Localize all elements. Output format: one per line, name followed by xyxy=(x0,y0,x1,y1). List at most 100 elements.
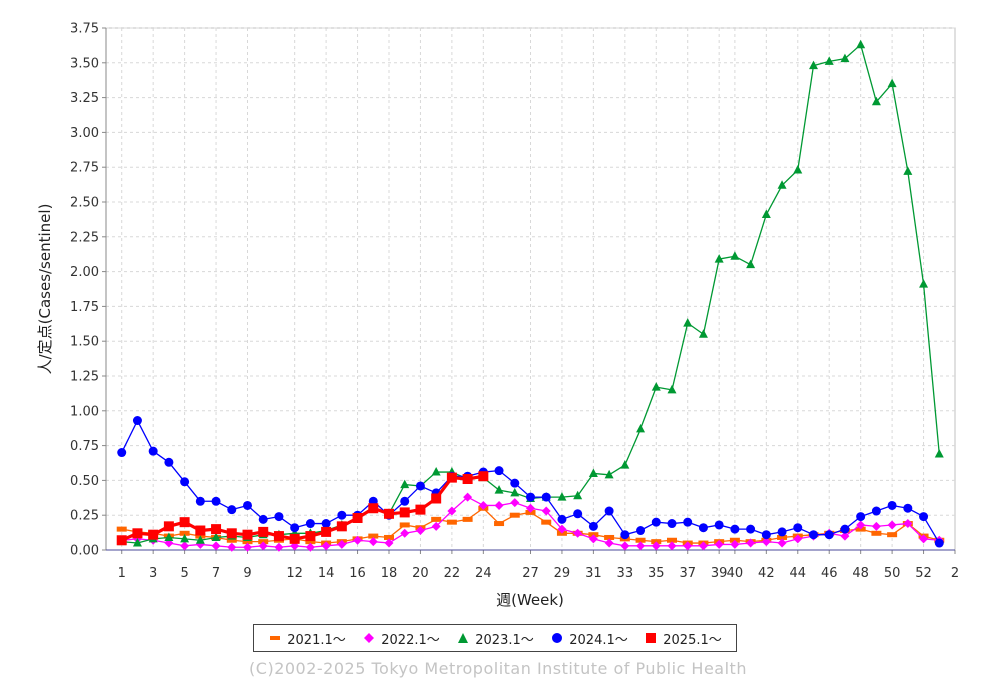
data-point-circle xyxy=(400,496,410,506)
data-point-square xyxy=(321,526,332,537)
data-point-circle xyxy=(824,530,834,540)
data-point-square xyxy=(352,512,363,523)
x-tick-label: 16 xyxy=(349,566,366,581)
series-2025.1〜 xyxy=(116,471,489,546)
data-point-triangle xyxy=(180,533,190,543)
data-point-diamond xyxy=(274,542,284,552)
data-point-diamond xyxy=(180,541,190,551)
data-point-diamond xyxy=(588,534,598,544)
data-point-triangle xyxy=(557,492,567,501)
x-tick-label: 14 xyxy=(318,566,335,581)
data-point-diamond xyxy=(321,541,331,551)
data-point-circle xyxy=(132,416,142,426)
data-point-circle xyxy=(683,517,693,527)
data-point-circle xyxy=(620,530,630,540)
data-point-dash xyxy=(242,539,253,545)
x-axis-title: 週(Week) xyxy=(496,591,564,609)
data-point-dash xyxy=(667,537,677,543)
data-point-circle xyxy=(856,512,866,522)
data-point-diamond xyxy=(887,520,897,530)
data-point-dash xyxy=(494,521,505,527)
data-point-dash xyxy=(116,526,127,532)
y-tick-label: 0.25 xyxy=(70,509,99,524)
y-tick-label: 2.00 xyxy=(70,265,99,280)
legend-label: 2024.1〜 xyxy=(569,632,628,648)
legend-item-2021: 2021.1〜 xyxy=(268,629,346,648)
y-tick-label: 3.25 xyxy=(70,91,99,106)
data-point-triangle xyxy=(871,96,881,106)
x-tick-label: 37 xyxy=(679,566,696,581)
data-point-triangle xyxy=(667,384,677,394)
y-tick-labels: 0.00 0.25 0.50 0.75 1.00 1.25 1.50 1.75 2.00 2.25… xyxy=(70,22,99,559)
x-tick-label: 52 xyxy=(915,566,932,581)
data-point-diamond xyxy=(730,539,740,549)
x-tick-label: 20 xyxy=(412,566,429,581)
data-point-triangle xyxy=(211,532,221,541)
data-point-square xyxy=(368,503,379,514)
data-point-diamond xyxy=(337,539,347,549)
y-tick-label: 1.00 xyxy=(70,404,99,419)
y-tick-label: 1.75 xyxy=(70,300,99,315)
data-point-square xyxy=(399,507,410,518)
x-tick-label: 22 xyxy=(444,566,461,581)
x-tick-label: 5 xyxy=(180,566,188,581)
data-point-diamond xyxy=(777,538,787,548)
data-point-diamond xyxy=(510,498,520,508)
copyright-notice: (C)2002-2025 Tokyo Metropolitan Institut… xyxy=(249,659,747,678)
data-point-triangle xyxy=(573,490,583,500)
series-layer xyxy=(116,39,945,552)
data-point-circle xyxy=(195,496,205,506)
data-point-circle xyxy=(510,478,520,488)
x-tick-label: 42 xyxy=(758,566,775,581)
data-point-diamond xyxy=(840,531,850,541)
data-point-dash xyxy=(399,522,410,528)
data-point-circle xyxy=(636,526,646,536)
data-point-dash xyxy=(305,539,316,545)
legend-label: 2022.1〜 xyxy=(381,632,440,648)
data-point-triangle xyxy=(400,479,410,489)
data-point-diamond xyxy=(667,541,677,551)
data-point-triangle xyxy=(164,532,174,541)
data-point-square xyxy=(289,533,300,544)
data-point-dash xyxy=(777,534,788,540)
data-point-triangle xyxy=(856,39,866,49)
data-point-diamond xyxy=(478,500,488,510)
data-point-diamond xyxy=(651,541,661,551)
data-point-square xyxy=(384,508,394,519)
data-point-triangle xyxy=(840,53,850,63)
y-tick-label: 3.00 xyxy=(70,126,99,141)
data-point-diamond xyxy=(541,506,551,516)
legend-item-2022: 2022.1〜 xyxy=(362,629,440,648)
data-point-diamond xyxy=(305,542,315,552)
data-point-diamond xyxy=(919,534,929,544)
data-point-dash xyxy=(462,516,473,522)
data-point-diamond xyxy=(620,541,630,551)
data-point-diamond xyxy=(415,526,425,536)
data-point-dash xyxy=(431,516,442,522)
data-point-triangle xyxy=(761,209,771,219)
legend-item-2024: 2024.1〜 xyxy=(550,629,628,648)
data-point-triangle xyxy=(132,538,142,547)
data-point-square xyxy=(336,521,347,532)
grid-lines xyxy=(106,27,955,551)
data-point-triangle xyxy=(934,448,944,458)
x-tick-label: 39 xyxy=(711,566,728,581)
data-point-circle xyxy=(227,505,237,515)
series-2022.1〜 xyxy=(117,492,944,552)
data-point-diamond xyxy=(243,542,252,552)
data-point-dash xyxy=(384,534,394,540)
data-point-circle xyxy=(730,524,740,534)
y-tick-label: 2.75 xyxy=(70,161,99,176)
legend: 2021.1〜 2022.1〜 2023.1〜 2024.1〜 2025.1〜 xyxy=(253,624,737,652)
data-point-square xyxy=(305,531,316,542)
data-point-circle xyxy=(211,496,221,506)
x-tick-label: 27 xyxy=(522,566,539,581)
data-point-circle xyxy=(573,509,583,519)
data-point-triangle xyxy=(494,485,504,494)
data-point-dash xyxy=(635,537,646,543)
data-point-triangle xyxy=(746,259,756,269)
data-point-diamond xyxy=(526,503,535,513)
data-point-circle xyxy=(588,521,598,531)
y-tick-label: 3.50 xyxy=(70,56,99,71)
data-point-dash xyxy=(871,530,882,536)
